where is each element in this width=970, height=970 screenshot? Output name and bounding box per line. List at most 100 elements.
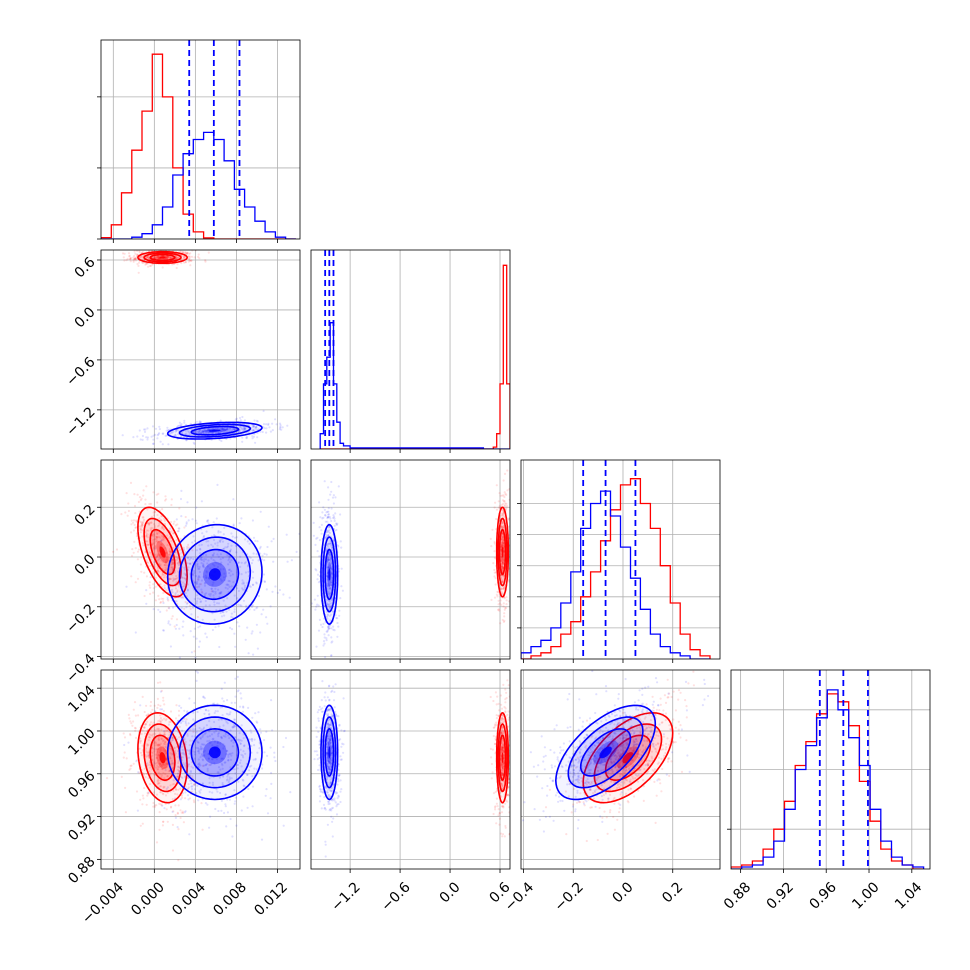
- scatter-point: [262, 573, 266, 576]
- scatter-point: [493, 596, 497, 599]
- scatter-point: [186, 794, 190, 797]
- scatter-point: [171, 562, 175, 566]
- scatter-point: [278, 422, 282, 425]
- scatter-point: [228, 557, 231, 560]
- scatter-point: [500, 805, 503, 808]
- scatter-point: [178, 770, 181, 773]
- scatter-point: [330, 584, 333, 587]
- scatter-point: [255, 720, 258, 723]
- scatter-point: [175, 256, 178, 259]
- scatter-point: [162, 560, 165, 564]
- scatter-point: [223, 761, 226, 764]
- scatter-point: [251, 805, 254, 808]
- scatter-point: [198, 570, 201, 574]
- scatter-point: [164, 750, 167, 753]
- scatter-point: [508, 600, 510, 603]
- scatter-point: [174, 804, 177, 807]
- scatter-point: [262, 423, 266, 426]
- scatter-point: [177, 765, 180, 768]
- scatter-point: [146, 744, 149, 747]
- scatter-point: [177, 760, 180, 763]
- scatter-point: [199, 449, 201, 451]
- scatter-point: [275, 423, 278, 426]
- scatter-point: [167, 429, 170, 432]
- scatter-point: [166, 534, 169, 537]
- scatter-point: [499, 587, 502, 591]
- scatter-point: [187, 798, 190, 801]
- scatter-point: [499, 622, 502, 625]
- scatter-point: [136, 250, 139, 253]
- scatter-point: [158, 557, 161, 560]
- scatter-point: [168, 553, 171, 556]
- scatter-point: [282, 824, 285, 827]
- scatter-point: [184, 577, 187, 580]
- scatter-point: [190, 651, 193, 654]
- scatter-point: [129, 257, 132, 260]
- scatter-point: [194, 656, 197, 659]
- scatter-point: [153, 762, 156, 766]
- scatter-point: [164, 569, 167, 572]
- scatter-point: [174, 434, 177, 437]
- scatter-point: [170, 566, 174, 569]
- scatter-point: [246, 435, 249, 438]
- scatter-point: [198, 762, 201, 765]
- scatter-point: [169, 537, 172, 540]
- scatter-point: [151, 758, 154, 761]
- scatter-point: [160, 543, 163, 546]
- scatter-point: [182, 585, 186, 588]
- scatter-point: [336, 621, 339, 625]
- scatter-point: [129, 258, 132, 261]
- scatter-point: [242, 779, 245, 782]
- scatter-point: [327, 529, 330, 532]
- scatter-point: [495, 517, 498, 521]
- scatter-point: [231, 835, 234, 838]
- scatter-point: [162, 528, 166, 531]
- scatter-point: [213, 564, 216, 567]
- scatter-point: [501, 525, 504, 528]
- scatter-point: [182, 620, 185, 623]
- scatter-point: [138, 251, 141, 254]
- scatter-point: [157, 759, 161, 762]
- scatter-point: [160, 539, 163, 543]
- scatter-point: [207, 577, 210, 580]
- scatter-point: [140, 732, 143, 736]
- scatter-point: [192, 799, 195, 802]
- scatter-point: [122, 256, 125, 259]
- scatter-point: [327, 600, 331, 603]
- scatter-point: [155, 804, 158, 807]
- scatter-point: [175, 266, 178, 270]
- scatter-point: [498, 609, 501, 612]
- scatter-point: [219, 558, 222, 561]
- scatter-point: [334, 614, 337, 617]
- scatter-point: [235, 587, 239, 590]
- scatter-point: [227, 759, 230, 762]
- scatter-point: [179, 537, 182, 541]
- scatter-point: [146, 427, 149, 430]
- scatter-point: [195, 600, 199, 603]
- scatter-point: [502, 502, 505, 505]
- scatter-point: [491, 528, 494, 531]
- scatter-point: [227, 428, 230, 431]
- scatter-point: [502, 750, 505, 753]
- scatter-point: [209, 763, 212, 767]
- scatter-point: [195, 420, 198, 423]
- scatter-point: [502, 539, 505, 542]
- scatter-point: [502, 543, 505, 547]
- scatter-point: [134, 547, 137, 550]
- scatter-point: [190, 259, 193, 262]
- scatter-point: [165, 434, 168, 437]
- scatter-point: [139, 529, 142, 532]
- scatter-point: [129, 256, 132, 260]
- scatter-point: [176, 812, 179, 815]
- scatter-point: [500, 543, 503, 547]
- scatter-point: [156, 727, 160, 730]
- scatter-point: [161, 792, 164, 795]
- y-tick-label: −1.2: [63, 404, 98, 439]
- scatter-point: [222, 427, 225, 431]
- scatter-point: [261, 763, 264, 766]
- scatter-point: [212, 581, 215, 584]
- scatter-point: [253, 426, 256, 429]
- scatter-point: [508, 781, 510, 784]
- scatter-point: [325, 639, 328, 642]
- scatter-point: [160, 539, 163, 542]
